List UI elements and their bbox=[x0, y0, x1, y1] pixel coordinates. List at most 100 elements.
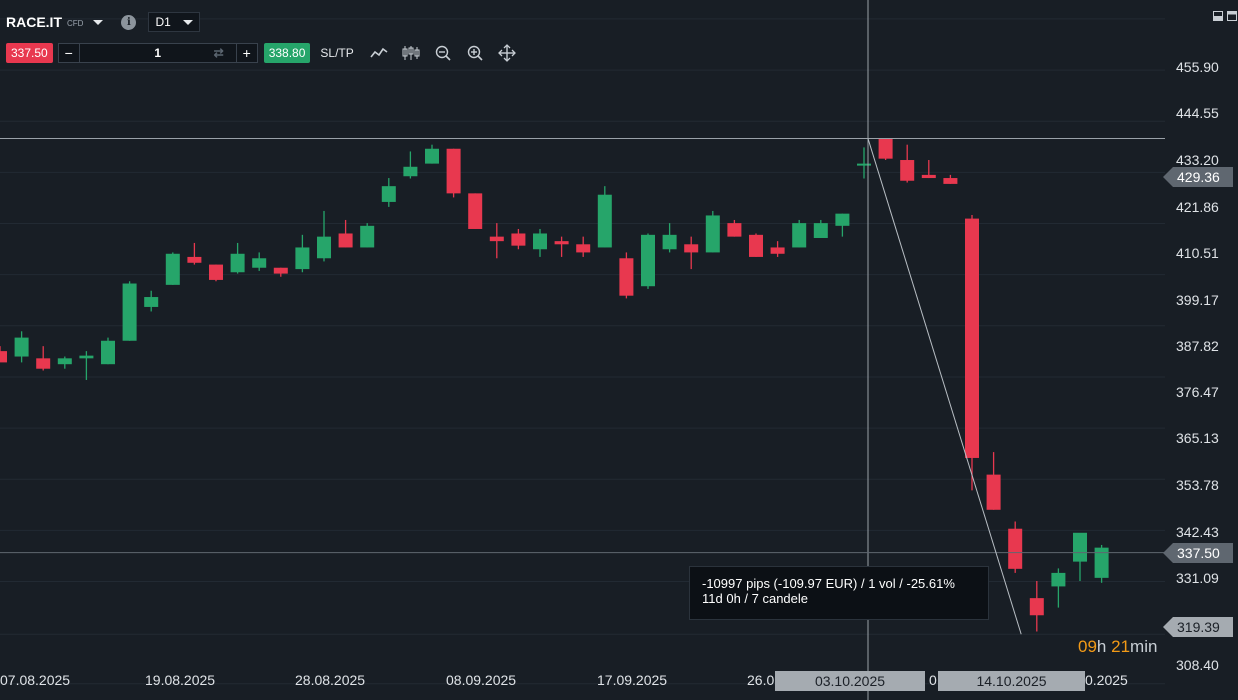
timeframe-value: D1 bbox=[155, 15, 171, 29]
swap-icon[interactable]: ⇄ bbox=[213, 46, 224, 60]
price-tick: 455.90 bbox=[1176, 59, 1219, 75]
measurement-duration: 11d 0h / 7 candele bbox=[702, 591, 809, 606]
instrument-type-badge: CFD bbox=[67, 19, 84, 28]
price-tick: 399.17 bbox=[1176, 292, 1219, 308]
chevron-down-icon bbox=[183, 19, 194, 25]
bullish-candle bbox=[813, 223, 828, 238]
price-tick: 444.55 bbox=[1176, 105, 1219, 121]
bearish-candle bbox=[446, 148, 461, 194]
date-tick: 28.08.2025 bbox=[295, 672, 366, 688]
quantity-input[interactable]: 1 ⇄ bbox=[80, 44, 236, 62]
timeframe-select[interactable]: D1 bbox=[148, 12, 201, 32]
current-price-tag-arrow bbox=[1163, 543, 1173, 563]
bullish-candle bbox=[144, 297, 159, 307]
bearish-candle bbox=[489, 236, 504, 242]
trade-bar: 337.50 − 1 ⇄ + 338.80 SL/TP bbox=[6, 42, 516, 64]
price-tick: 308.40 bbox=[1176, 657, 1219, 673]
bearish-candle bbox=[965, 218, 979, 458]
bullish-candle bbox=[122, 283, 137, 341]
price-tick: 387.82 bbox=[1176, 338, 1219, 354]
bearish-candle bbox=[273, 267, 288, 274]
bearish-candle bbox=[727, 223, 742, 237]
price-tick: 342.43 bbox=[1176, 524, 1219, 540]
bullish-candle bbox=[705, 215, 720, 253]
bearish-candle bbox=[619, 258, 634, 296]
bearish-candle bbox=[511, 233, 526, 246]
price-tick: 353.78 bbox=[1176, 477, 1219, 493]
measurement-line bbox=[867, 138, 1022, 635]
maximize-window-icon[interactable] bbox=[1227, 8, 1237, 21]
bearish-candle bbox=[209, 264, 223, 280]
bullish-candle bbox=[230, 253, 245, 273]
sl-tp-button[interactable]: SL/TP bbox=[320, 46, 354, 60]
bearish-candle bbox=[1008, 528, 1023, 569]
bullish-candle bbox=[57, 358, 72, 365]
crosshair-price-tag: 429.36 bbox=[1173, 167, 1233, 187]
bullish-candle bbox=[79, 355, 94, 359]
price-tick: 331.09 bbox=[1176, 570, 1219, 586]
quantity-value: 1 bbox=[154, 46, 162, 60]
bearish-candle bbox=[468, 193, 483, 229]
buy-button[interactable]: 338.80 bbox=[263, 43, 311, 63]
quantity-stepper: − 1 ⇄ + bbox=[57, 43, 258, 63]
decrease-quantity-button[interactable]: − bbox=[59, 44, 80, 62]
bullish-candle bbox=[165, 253, 180, 285]
date-tick: 07.08.2025 bbox=[0, 672, 71, 688]
bullish-candle bbox=[381, 186, 396, 202]
line-chart-icon[interactable] bbox=[370, 44, 388, 62]
countdown-hours: 09 bbox=[1078, 637, 1097, 656]
increase-quantity-button[interactable]: + bbox=[235, 44, 257, 62]
bullish-candle bbox=[317, 236, 331, 259]
bullish-candle bbox=[857, 163, 871, 166]
price-tick: 410.51 bbox=[1176, 245, 1219, 261]
candlestick-settings-icon[interactable] bbox=[402, 44, 420, 62]
bullish-candle bbox=[792, 223, 807, 248]
bullish-candle bbox=[425, 148, 439, 164]
date-tick: 17.09.2025 bbox=[597, 672, 668, 688]
bullish-candle bbox=[252, 258, 267, 268]
zoom-out-icon[interactable] bbox=[434, 44, 452, 62]
pan-crosshair-icon[interactable] bbox=[497, 44, 516, 62]
date-tick: 08.09.2025 bbox=[446, 672, 517, 688]
bullish-candle bbox=[1073, 532, 1087, 562]
bullish-candle bbox=[403, 166, 418, 177]
zoom-in-icon[interactable] bbox=[466, 44, 484, 62]
crosshair-price-tag-arrow bbox=[1163, 167, 1173, 187]
date-tick: 0.2025 bbox=[1085, 672, 1128, 688]
info-icon[interactable]: i bbox=[121, 14, 137, 30]
bullish-candle bbox=[597, 194, 612, 248]
bearish-candle bbox=[770, 247, 785, 254]
bearish-candle bbox=[921, 174, 936, 179]
minimize-window-icon[interactable] bbox=[1213, 8, 1223, 21]
bullish-candle bbox=[835, 213, 850, 226]
instrument-symbol[interactable]: RACE.IT bbox=[6, 14, 62, 30]
price-tick: 433.20 bbox=[1176, 152, 1219, 168]
bullish-candle bbox=[641, 234, 655, 287]
bearish-candle bbox=[187, 256, 202, 263]
measure-price-tag: 319.39 bbox=[1173, 617, 1233, 637]
bullish-candle bbox=[295, 247, 310, 270]
bearish-candle bbox=[36, 358, 51, 369]
price-tick: 365.13 bbox=[1176, 430, 1219, 446]
date-tick: 0 bbox=[929, 672, 937, 688]
bullish-candle bbox=[533, 233, 547, 250]
date-tick: 19.08.2025 bbox=[145, 672, 216, 688]
instrument-dropdown-icon[interactable] bbox=[93, 19, 104, 25]
measure-price-tag-arrow bbox=[1163, 617, 1173, 637]
bearish-candle bbox=[554, 241, 569, 245]
instrument-bar: RACE.IT CFD i D1 bbox=[6, 11, 201, 33]
date-tick: 26.0 bbox=[747, 672, 775, 688]
bearish-candle bbox=[684, 244, 699, 253]
sell-button[interactable]: 337.50 bbox=[6, 43, 53, 63]
bullish-candle bbox=[1094, 547, 1109, 578]
crosshair-date-tag: 03.10.2025 bbox=[775, 671, 925, 691]
countdown-hours-unit: h bbox=[1096, 637, 1107, 656]
bearish-candle bbox=[1029, 598, 1044, 616]
bearish-candle bbox=[943, 178, 958, 184]
current-price-tag: 337.50 bbox=[1173, 543, 1233, 563]
bearish-candle bbox=[0, 351, 7, 363]
bearish-candle bbox=[749, 234, 763, 257]
bearish-candle bbox=[986, 474, 1001, 510]
